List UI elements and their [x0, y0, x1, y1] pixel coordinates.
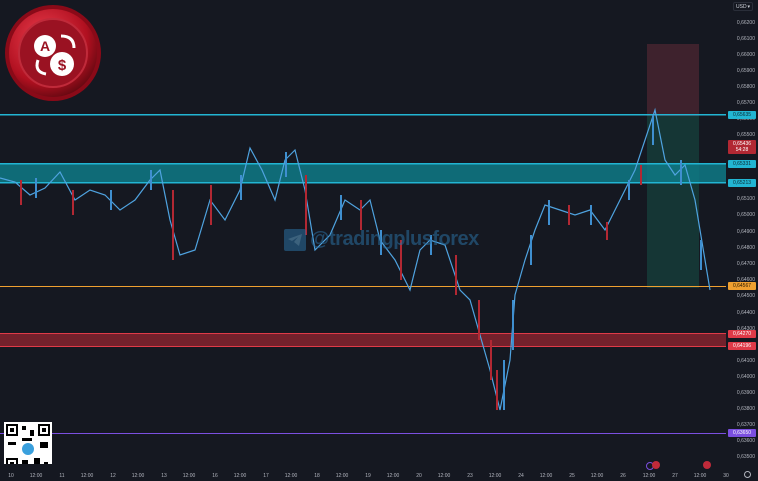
time-tick: 27 [672, 473, 678, 479]
time-tick: 23 [467, 473, 473, 479]
time-tick: 12:00 [182, 473, 196, 479]
resistance-top-label: 0,65635 [728, 111, 756, 119]
price-tick: 0,66100 [736, 36, 755, 42]
time-tick: 18 [314, 473, 320, 479]
time-tick: 12:00 [284, 473, 298, 479]
support-zone-lower-label: 0,64196 [728, 342, 756, 350]
price-tick: 0,66200 [736, 20, 755, 26]
time-tick: 16 [212, 473, 218, 479]
settings-icon[interactable] [744, 471, 751, 478]
time-tick: 12:00 [335, 473, 349, 479]
time-tick: 12:00 [233, 473, 247, 479]
time-tick: 25 [569, 473, 575, 479]
telegram-icon [284, 228, 306, 251]
time-tick: 12:00 [642, 473, 656, 479]
price-tick: 0,66000 [736, 52, 755, 58]
chevron-down-icon: ▾ [747, 3, 750, 10]
time-tick: 12:00 [693, 473, 707, 479]
time-tick: 13 [161, 473, 167, 479]
price-chart[interactable]: @tradingplusforex A $ [0, 0, 726, 464]
price-axis[interactable]: 0,66200 0,66100 0,66000 0,65900 0,65800 … [726, 0, 758, 481]
time-tick: 12:00 [29, 473, 43, 479]
price-tick: 0,63800 [736, 406, 755, 412]
price-tick: 0,65500 [736, 132, 755, 138]
qr-code[interactable] [4, 422, 52, 464]
candle-countdown: 54:28 [735, 147, 749, 153]
candlestick-plot [0, 44, 726, 434]
us-flag-event-icon[interactable] [652, 461, 660, 469]
price-tick: 0,64100 [736, 358, 755, 364]
us-flag-event-icon[interactable] [703, 461, 711, 469]
price-tick: 0,65600 [736, 116, 755, 122]
price-tick: 0,64600 [736, 277, 755, 283]
time-tick: 12:00 [539, 473, 553, 479]
price-tick: 0,64800 [736, 245, 755, 251]
price-tick: 0,64300 [736, 326, 755, 332]
time-tick: 17 [263, 473, 269, 479]
currency-exchange-logo: A $ [4, 4, 102, 102]
time-tick: 24 [518, 473, 524, 479]
svg-text:A: A [40, 38, 50, 54]
price-tick: 0,65100 [736, 196, 755, 202]
price-tick: 0,63600 [736, 438, 755, 444]
time-tick: 12:00 [488, 473, 502, 479]
time-tick: 12:00 [80, 473, 94, 479]
support-zone-upper-label: 0,64270 [728, 330, 756, 338]
time-tick: 20 [416, 473, 422, 479]
current-price-value: 0,65436 [732, 141, 752, 147]
price-tick: 0,63900 [736, 390, 755, 396]
target-line-label: 0,64567 [728, 282, 756, 290]
time-tick: 12:00 [131, 473, 145, 479]
svg-text:$: $ [58, 57, 67, 74]
price-tick: 0,63500 [736, 454, 755, 460]
price-tick: 0,63700 [736, 422, 755, 428]
price-tick: 0,65900 [736, 68, 755, 74]
time-tick: 26 [620, 473, 626, 479]
currency-selector[interactable]: USD ▾ [733, 2, 753, 11]
time-tick: 10 [8, 473, 14, 479]
price-tick: 0,64700 [736, 261, 755, 267]
watermark-text: @tradingplusforex [310, 228, 479, 250]
price-tick: 0,64900 [736, 229, 755, 235]
time-tick: 12:00 [386, 473, 400, 479]
time-tick: 12:00 [590, 473, 604, 479]
low-line-label: 0,63650 [728, 429, 756, 437]
price-tick: 0,64500 [736, 293, 755, 299]
price-tick: 0,64000 [736, 374, 755, 380]
time-axis[interactable]: 10 12:00 11 12:00 12 12:00 13 12:00 16 1… [0, 464, 729, 481]
price-tick: 0,65800 [736, 84, 755, 90]
resistance-zone-lower-label: 0,65213 [728, 179, 756, 187]
time-tick: 19 [365, 473, 371, 479]
currency-value: USD [736, 3, 747, 10]
watermark: @tradingplusforex [284, 228, 479, 251]
time-tick: 12:00 [437, 473, 451, 479]
time-tick: 12 [110, 473, 116, 479]
price-tick: 0,64400 [736, 310, 755, 316]
price-tick: 0,65700 [736, 100, 755, 106]
resistance-zone-upper-label: 0,65331 [728, 160, 756, 168]
price-tick: 0,65000 [736, 212, 755, 218]
time-tick: 30 [723, 473, 729, 479]
time-tick: 11 [59, 473, 65, 479]
current-price-label: 0,65436 54:28 [728, 140, 756, 154]
